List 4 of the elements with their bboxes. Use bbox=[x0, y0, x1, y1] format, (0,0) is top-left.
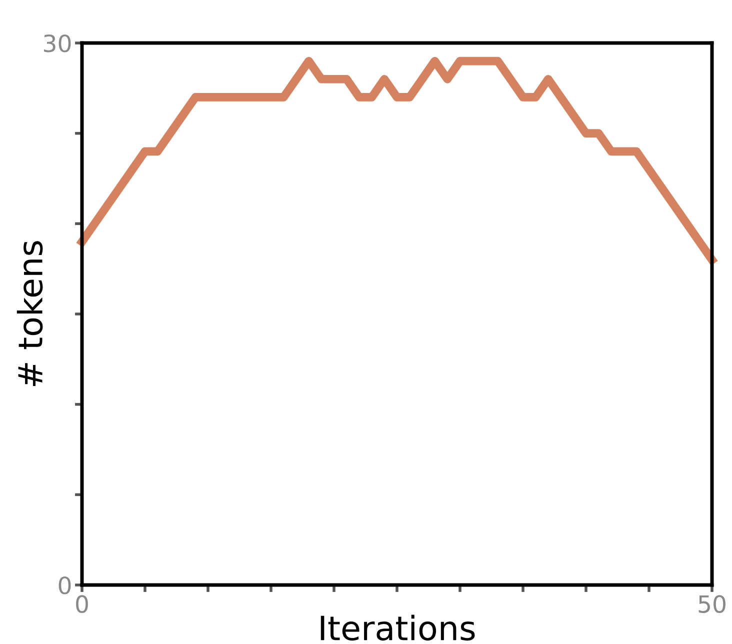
y-axis-title: # tokens bbox=[16, 241, 43, 386]
x-axis-title: Iterations bbox=[320, 614, 475, 641]
x-tick-label: 50 bbox=[698, 595, 726, 613]
y-tick-label: 30 bbox=[44, 34, 71, 52]
